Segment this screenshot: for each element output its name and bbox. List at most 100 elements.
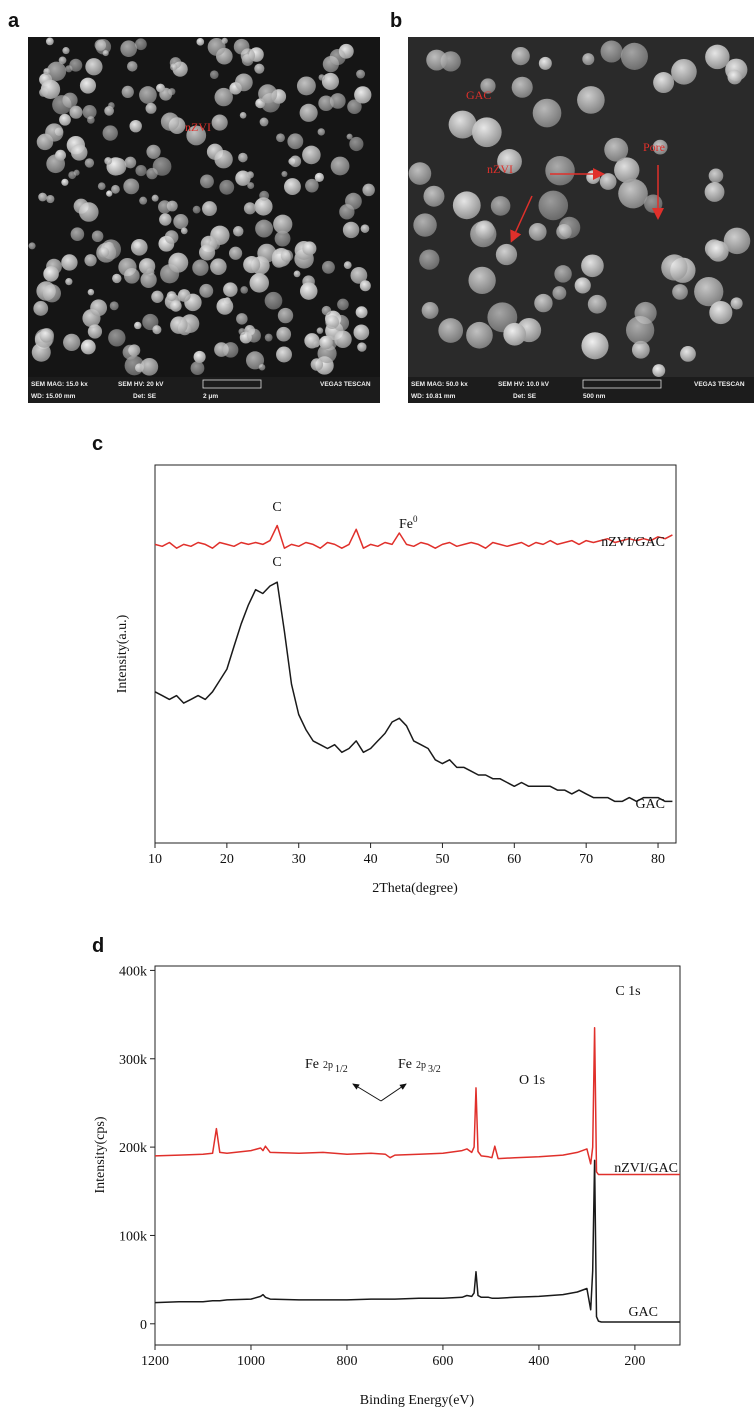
sem-particle: [620, 42, 648, 70]
annotation: C: [272, 500, 281, 515]
series-label: GAC: [628, 1305, 658, 1320]
sem-particle: [304, 333, 320, 349]
sem-particle: [38, 192, 47, 202]
sem-images: a nZVI SEM MAG: 15.0 kx SEM HV: 20 kV VEGA3 …: [8, 10, 754, 403]
annotation-orbital: 2p: [323, 1060, 333, 1071]
sem-particle: [159, 213, 172, 226]
sem-particle: [495, 243, 518, 266]
sem-particle: [246, 328, 261, 343]
sem-particle: [264, 291, 283, 310]
annotation-orbital: 2p: [416, 1060, 426, 1071]
sem-particle: [240, 48, 256, 63]
sem-particle: [302, 241, 317, 256]
sem-particle: [79, 77, 97, 94]
sem-particle: [528, 222, 547, 241]
sem-particle: [69, 58, 83, 72]
sem-particle: [158, 200, 172, 214]
image-annotation: nZVI: [185, 120, 211, 134]
x-tick-label: 600: [432, 1354, 453, 1369]
info-bar: [28, 377, 380, 403]
sem-particle: [170, 300, 182, 312]
sem-particle: [106, 190, 113, 197]
sem-particle: [317, 128, 325, 136]
annotation-text: Fe: [398, 1057, 412, 1072]
sem-particle: [82, 105, 97, 120]
sem-particle: [146, 144, 161, 159]
sem-particle: [152, 325, 162, 335]
image-annotation: Pore: [643, 140, 665, 154]
x-tick-label: 10: [148, 852, 162, 867]
sem-particle: [223, 282, 238, 297]
sem-particle: [325, 315, 340, 329]
sem-particle: [134, 38, 147, 51]
sem-particle: [258, 363, 266, 371]
sem-particle: [264, 333, 273, 342]
annotation-text: C: [272, 555, 281, 570]
sem-particle: [160, 112, 180, 131]
info-text: VEGA3 TESCAN: [694, 381, 745, 388]
sem-particle: [78, 202, 99, 222]
sem-particle: [289, 155, 302, 168]
sem-particle: [532, 98, 562, 128]
sem-particle: [130, 238, 148, 256]
sem-particle: [109, 301, 119, 311]
sem-particle: [61, 254, 78, 271]
sem-particle: [448, 110, 477, 139]
info-text: Det: SE: [133, 393, 157, 400]
x-tick-label: 1200: [141, 1354, 169, 1369]
sem-particle: [245, 351, 265, 370]
x-tick-label: 800: [336, 1354, 357, 1369]
sem-particle: [343, 261, 352, 270]
sem-particle: [287, 133, 304, 150]
sem-particle: [599, 173, 617, 190]
sem-particle: [318, 74, 325, 81]
sem-particle: [192, 205, 201, 214]
sem-particle: [135, 164, 147, 177]
sem-particle: [350, 266, 368, 284]
info-text: VEGA3 TESCAN: [320, 381, 371, 388]
sem-particle: [134, 321, 142, 330]
sem-particle: [545, 155, 575, 186]
sem-particle: [466, 321, 493, 349]
x-tick-label: 20: [220, 852, 234, 867]
sem-particle: [138, 258, 156, 275]
sem-particle: [70, 227, 85, 241]
sem-particle: [43, 68, 51, 75]
sem-particle: [33, 301, 49, 316]
sem-particle: [413, 213, 437, 237]
sem-particle: [349, 136, 364, 152]
annotation: Fe0: [399, 514, 418, 532]
x-axis-label: 2Theta(degree): [372, 881, 458, 896]
sem-particle: [321, 305, 332, 316]
sem-particle: [170, 316, 188, 334]
sem-particle: [202, 201, 217, 217]
sem-particle: [249, 273, 269, 293]
sem-particle: [709, 301, 733, 325]
sem-particle: [554, 265, 572, 283]
sem-particle: [408, 162, 432, 185]
y-tick-label: 0: [140, 1318, 147, 1333]
sem-particle: [534, 293, 553, 313]
x-tick-label: 40: [364, 852, 378, 867]
sem-particle: [672, 284, 688, 300]
sem-particle: [300, 282, 318, 300]
sem-particle: [423, 185, 445, 207]
sem-particle: [112, 273, 122, 284]
sem-particle: [618, 178, 648, 209]
sem-particle: [704, 182, 725, 202]
info-text: SEM MAG: 50.0 kx: [411, 381, 468, 388]
scale-bar: [582, 379, 662, 389]
sem-particle: [46, 61, 67, 82]
sem-particle: [317, 343, 337, 364]
annotation: C: [272, 555, 281, 570]
sem-particle: [210, 258, 227, 275]
sem-particle: [337, 298, 349, 311]
sem-particle: [625, 316, 655, 345]
sem-particle: [121, 85, 134, 99]
series-label: GAC: [635, 797, 665, 812]
sem-particle: [61, 178, 69, 186]
sem-particle: [723, 227, 751, 255]
sem-particle: [600, 40, 623, 63]
sem-particle: [254, 197, 273, 216]
sem-particle: [108, 102, 115, 109]
